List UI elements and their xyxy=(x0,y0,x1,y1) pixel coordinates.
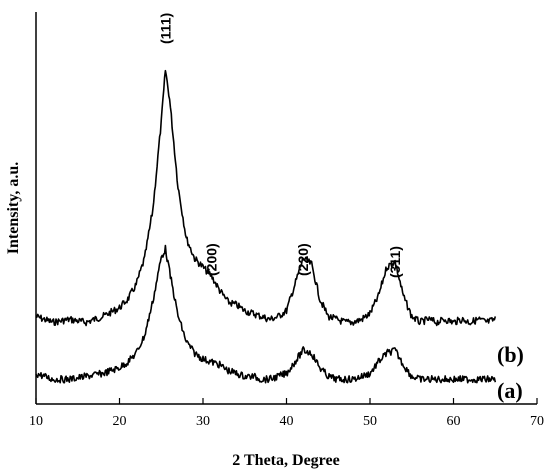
x-ticks: 10 20 30 40 50 60 70 xyxy=(29,398,544,429)
x-tick-label: 70 xyxy=(530,414,544,429)
peak-label: (200) xyxy=(203,243,219,276)
series-label-b: (b) xyxy=(497,342,524,367)
y-axis-title: Intensity, a.u. xyxy=(5,162,22,254)
series-label-a: (a) xyxy=(497,378,523,403)
peak-label: (220) xyxy=(295,243,311,276)
series-line-b xyxy=(35,69,497,327)
x-tick-label: 30 xyxy=(196,414,210,429)
series-line-a xyxy=(35,244,497,384)
peak-annotations: (111) (200) (220) (311) xyxy=(157,13,403,278)
series-labels: (b) (a) xyxy=(497,342,524,403)
x-tick-label: 40 xyxy=(280,414,294,429)
x-tick-label: 10 xyxy=(29,414,43,429)
plot-area: 10 20 30 40 50 60 70 (111)(200) (220) (311) (b)(… xyxy=(29,12,544,429)
peak-label: (111) xyxy=(157,13,173,44)
x-tick-label: 20 xyxy=(113,414,127,429)
series-lines xyxy=(35,69,497,384)
x-tick-label: 50 xyxy=(363,414,377,429)
peak-label: (311) xyxy=(387,246,403,278)
x-axis-title: 2 Theta, Degree xyxy=(232,452,339,469)
x-tick-label: 60 xyxy=(447,414,461,429)
